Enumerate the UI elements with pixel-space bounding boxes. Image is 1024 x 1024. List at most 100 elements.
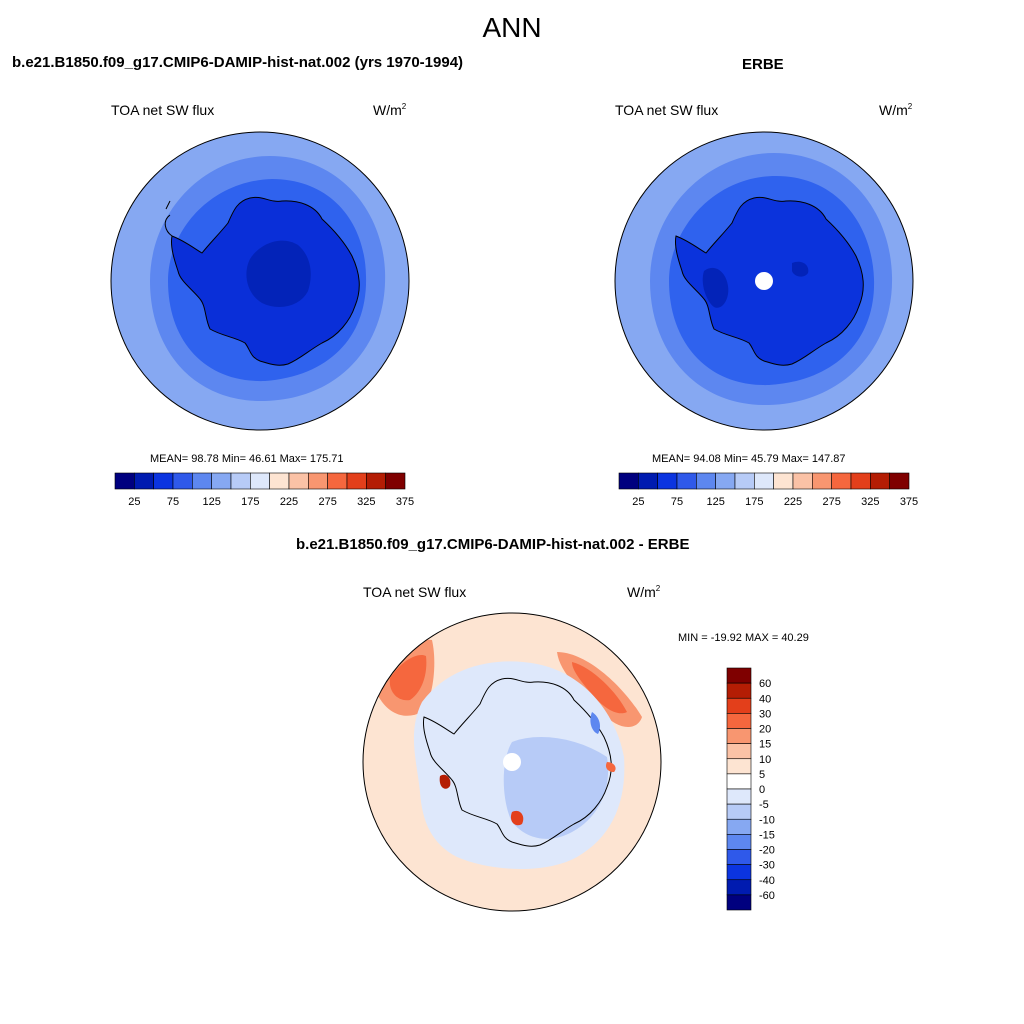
diff-colorbar-label: 5: [759, 769, 765, 781]
model-plateau: [246, 240, 311, 307]
diff-colorbar-box: [726, 728, 752, 744]
model-polar-map: [110, 131, 410, 431]
model-colorbar-box: [192, 472, 212, 490]
model-colorbar-label: 225: [280, 496, 298, 508]
obs-panel-title: ERBE: [742, 56, 784, 73]
obs-colorbar-box: [657, 472, 678, 490]
diff-positive-northeast-core: [572, 662, 627, 714]
obs-colorbar-label: 325: [861, 496, 879, 508]
model-panel-title: b.e21.B1850.f09_g17.CMIP6-DAMIP-hist-nat…: [12, 54, 464, 71]
diff-spot-east: [605, 762, 616, 772]
obs-colorbar-label: 175: [745, 496, 763, 508]
diff-colorbar-label: 40: [759, 693, 771, 705]
obs-colorbar-box: [870, 472, 890, 490]
diff-positive-northwest-core: [389, 654, 427, 701]
obs-dark-patch-east: [792, 261, 809, 277]
obs-colorbar: 25 75 125 175 225 275 325 375: [618, 472, 918, 508]
diff-colorbar-label: 20: [759, 724, 771, 736]
diff-stats: MIN = -19.92 MAX = 40.29: [678, 632, 809, 644]
diff-colorbar-label: -30: [759, 860, 775, 872]
diff-negative-coast-east: [590, 712, 600, 734]
diff-map-border: [362, 612, 662, 912]
diff-colorbar: 60 40 30 20 15 10 5 0 -5 -10 -15 -20 -30 -40 -60: [726, 667, 775, 911]
model-peninsula: [164, 200, 173, 237]
diff-colorbar-label: -60: [759, 890, 775, 902]
obs-colorbar-label: 375: [900, 496, 918, 508]
obs-colorbar-box: [676, 472, 697, 490]
diff-colorbar-box: [726, 788, 752, 805]
diff-colorbar-box: [726, 667, 752, 684]
model-colorbar-box: [134, 472, 154, 490]
diff-polar-map: [362, 612, 662, 912]
obs-colorbar-label: 75: [671, 496, 683, 508]
model-field-label: TOA net SW flux: [111, 102, 215, 118]
obs-colorbar-box: [792, 472, 813, 490]
obs-colorbar-box: [696, 472, 716, 490]
obs-colorbar-label: 225: [784, 496, 802, 508]
model-colorbar-box: [327, 472, 348, 490]
obs-colorbar-box: [773, 472, 794, 490]
diff-colorbar-label: -5: [759, 799, 769, 811]
model-colorbar-box: [153, 472, 174, 490]
diff-negative-inner: [460, 702, 513, 752]
model-map-border: [110, 131, 410, 431]
model-colorbar-label: 175: [241, 496, 259, 508]
diff-colorbar-label: 30: [759, 708, 771, 720]
diff-colorbar-label: -15: [759, 829, 775, 841]
diff-colorbar-box: [726, 894, 752, 911]
diff-colorbar-box: [726, 818, 752, 835]
model-colorbar-box: [250, 472, 270, 490]
model-colorbar: 25 75 125 175 225 275 325 375: [114, 472, 414, 508]
diff-colorbar-label: -10: [759, 814, 775, 826]
diff-colorbar-label: -40: [759, 875, 775, 887]
obs-colorbar-box: [850, 472, 871, 490]
obs-polar-map: [614, 131, 914, 431]
diff-colorbar-label: 15: [759, 739, 771, 751]
obs-missing-data-pole: [755, 272, 773, 290]
diff-colorbar-box: [726, 849, 752, 865]
obs-colorbar-label: 25: [632, 496, 644, 508]
model-colorbar-label: 275: [318, 496, 336, 508]
diff-missing-data-pole: [503, 753, 521, 771]
model-colorbar-label: 325: [357, 496, 375, 508]
model-colorbar-box: [114, 472, 135, 490]
diff-colorbar-box: [726, 773, 752, 790]
obs-colorbar-box: [638, 472, 658, 490]
obs-colorbar-box: [831, 472, 852, 490]
diff-colorbar-label: 10: [759, 754, 771, 766]
model-colorbar-box: [385, 472, 406, 490]
model-unit-label: W/m2: [373, 102, 407, 118]
obs-colorbar-box: [889, 472, 910, 490]
diff-colorbar-box: [726, 682, 752, 699]
diff-antarctica-outline: [423, 677, 612, 847]
model-stats: MEAN= 98.78 Min= 46.61 Max= 175.71: [150, 453, 344, 465]
obs-field-label: TOA net SW flux: [615, 102, 719, 118]
model-colorbar-box: [366, 472, 386, 490]
diff-colorbar-label: 60: [759, 678, 771, 690]
obs-colorbar-box: [734, 472, 755, 490]
diff-colorbar-box: [726, 743, 752, 760]
model-colorbar-box: [288, 472, 309, 490]
diff-colorbar-box: [726, 713, 752, 729]
model-colorbar-label: 375: [396, 496, 414, 508]
model-colorbar-box: [346, 472, 367, 490]
model-colorbar-box: [230, 472, 251, 490]
diff-colorbar-label: -20: [759, 845, 775, 857]
figure-title: ANN: [482, 12, 542, 43]
obs-dark-patch-west: [702, 267, 729, 308]
diff-colorbar-box: [726, 803, 752, 820]
model-colorbar-box: [172, 472, 193, 490]
diff-colorbar-box: [726, 758, 752, 775]
diff-field-label: TOA net SW flux: [363, 584, 467, 600]
obs-colorbar-box: [715, 472, 736, 490]
model-colorbar-label: 75: [167, 496, 179, 508]
diff-spot-west: [439, 774, 451, 789]
obs-stats: MEAN= 94.08 Min= 45.79 Max= 147.87: [652, 453, 846, 465]
diff-colorbar-box: [726, 697, 752, 714]
obs-unit-label: W/m2: [879, 102, 913, 118]
diff-colorbar-box: [726, 864, 752, 881]
diff-spot-ross: [510, 810, 524, 826]
model-colorbar-box: [211, 472, 232, 490]
diff-negative-east: [503, 737, 609, 839]
model-colorbar-box: [269, 472, 290, 490]
